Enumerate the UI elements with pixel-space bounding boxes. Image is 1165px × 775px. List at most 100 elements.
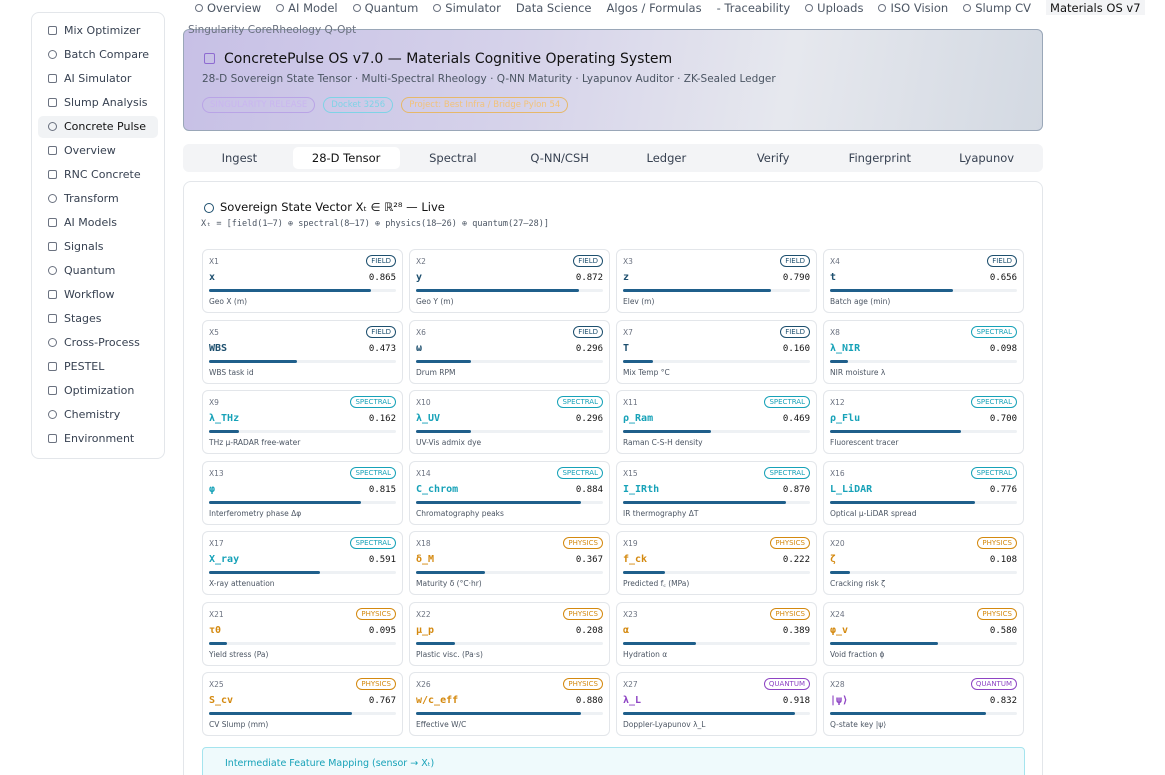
card-track xyxy=(209,571,396,574)
sidebar-item[interactable]: Cross-Process xyxy=(38,332,158,354)
card-value: 0.872 xyxy=(575,273,603,283)
tensor-card: X9 SPECTRAL λ_THz 0.162 THz μ-RADAR free-wat… xyxy=(202,390,403,454)
card-value: 0.162 xyxy=(368,414,396,424)
sidebar-icon xyxy=(48,122,57,131)
sidebar-icon xyxy=(48,362,57,371)
card-id: X9 xyxy=(209,398,219,407)
sidebar-item[interactable]: Transform xyxy=(38,188,158,210)
nav-tab[interactable]: AI Model xyxy=(276,0,338,15)
sidebar-item[interactable]: Chemistry xyxy=(38,404,158,426)
card-bar xyxy=(416,571,485,574)
card-bar xyxy=(830,500,976,504)
card-symbol: WBS xyxy=(209,342,228,354)
card-desc: Batch age (min) xyxy=(830,297,891,306)
sub-tab[interactable]: 28-D Tensor xyxy=(292,147,400,169)
card-tag: PHYSICS xyxy=(563,678,603,690)
card-tag: PHYSICS xyxy=(770,537,810,549)
card-symbol: φ_v xyxy=(830,624,849,636)
nav-tab[interactable]: - Traceability xyxy=(717,0,791,15)
card-tag: SPECTRAL xyxy=(350,396,396,408)
sidebar-item[interactable]: Slump Analysis xyxy=(38,92,158,114)
sidebar-item[interactable]: Mix Optimizer xyxy=(38,20,158,42)
card-desc: Yield stress (Pa) xyxy=(209,649,269,659)
breadcrumb: Singularity CoreRheology Q-Opt xyxy=(188,24,357,36)
tensor-card: X19 PHYSICS f_ck 0.222 Predicted f꜀ (MPa) xyxy=(616,531,817,595)
card-value: 0.108 xyxy=(989,555,1017,565)
card-track xyxy=(830,359,1017,363)
card-symbol: τ0 xyxy=(209,624,222,636)
sidebar-item[interactable]: Optimization xyxy=(38,380,158,402)
card-symbol: λ_THz xyxy=(209,413,240,424)
card-value: 0.790 xyxy=(782,273,810,283)
sidebar-item[interactable]: AI Models xyxy=(38,212,158,234)
nav-tab[interactable]: Uploads xyxy=(805,0,863,15)
header-subtitle: 28-D Sovereign State Tensor · Multi-Spec… xyxy=(202,73,776,85)
nav-tab[interactable]: Overview xyxy=(195,0,261,15)
card-track xyxy=(830,289,1017,292)
sidebar-item[interactable]: Quantum xyxy=(38,260,158,282)
tensor-card: X3 FIELD z 0.790 Elev (m) xyxy=(616,249,817,313)
nav-tab[interactable]: ISO Vision xyxy=(878,0,948,15)
card-value: 0.222 xyxy=(782,555,810,565)
panel-icon xyxy=(204,203,214,213)
card-symbol: z xyxy=(623,272,630,283)
header-badge: Docket 3256 xyxy=(323,97,394,113)
sidebar-item[interactable]: Signals xyxy=(38,236,158,258)
card-desc: Geo Y (m) xyxy=(416,297,454,306)
sidebar-item[interactable]: AI Simulator xyxy=(38,68,158,90)
sidebar-item[interactable]: Environment xyxy=(38,428,158,450)
card-id: X17 xyxy=(209,539,224,548)
nav-tab[interactable]: Slump CV xyxy=(963,0,1031,15)
nav-tab-label: Algos / Formulas xyxy=(606,0,702,15)
sub-tab[interactable]: Fingerprint xyxy=(848,151,912,165)
card-symbol: L_LiDAR xyxy=(830,483,873,495)
card-id: X19 xyxy=(623,539,638,548)
sub-tab[interactable]: Ledger xyxy=(646,151,687,165)
card-desc: X-ray attenuation xyxy=(209,579,275,588)
sidebar-item-label: Transform xyxy=(64,192,119,205)
card-tag: PHYSICS xyxy=(977,607,1017,620)
sidebar-item[interactable]: RNC Concrete xyxy=(38,164,158,186)
card-track xyxy=(830,500,1017,504)
nav-tab[interactable]: Simulator xyxy=(433,0,501,15)
sub-tab[interactable]: Verify xyxy=(756,151,790,165)
nav-tab[interactable]: Algos / Formulas xyxy=(607,0,702,15)
card-symbol: ρ_Flu xyxy=(830,413,861,424)
header: ConcretePulse OS v7.0 — Materials Cognit… xyxy=(183,29,1043,131)
card-bar xyxy=(623,500,786,504)
card-bar xyxy=(416,359,472,363)
card-track xyxy=(416,289,603,292)
card-desc: Chromatography peaks xyxy=(416,508,504,518)
card-desc: Raman C-S-H density xyxy=(623,438,703,447)
nav-tab[interactable]: Materials OS v7 xyxy=(1046,0,1145,15)
nav-tab[interactable]: Data Science xyxy=(516,0,592,15)
sidebar-item-label: RNC Concrete xyxy=(64,168,141,181)
tensor-card: X4 FIELD t 0.656 Batch age (min) xyxy=(823,249,1024,313)
sidebar-item[interactable]: Concrete Pulse xyxy=(38,116,158,138)
nav-tab-label: ISO Vision xyxy=(890,0,949,15)
sidebar-item[interactable]: Overview xyxy=(38,140,158,162)
sub-tab[interactable]: Ingest xyxy=(221,151,258,165)
tensor-card: X25 PHYSICS S_cv 0.767 CV Slump (mm) xyxy=(202,672,403,736)
feature-mapping-title[interactable]: Intermediate Feature Mapping (sensor → X… xyxy=(225,758,435,769)
sidebar-item[interactable]: PESTEL xyxy=(38,356,158,378)
sub-tab[interactable]: Lyapunov xyxy=(959,151,1015,165)
sidebar-icon xyxy=(48,242,57,251)
nav-icon xyxy=(276,3,285,12)
sidebar-item[interactable]: Batch Compare xyxy=(38,44,158,66)
card-bar xyxy=(623,571,665,574)
card-desc: Interferometry phase Δφ xyxy=(209,508,302,518)
card-tag: FIELD xyxy=(573,325,603,338)
sidebar-item[interactable]: Workflow xyxy=(38,284,158,306)
card-bar xyxy=(209,571,320,574)
sub-tab[interactable]: Spectral xyxy=(429,151,477,165)
card-tag: SPECTRAL xyxy=(557,396,603,408)
sub-tab[interactable]: Q-NN/CSH xyxy=(530,151,589,165)
nav-tab[interactable]: Quantum xyxy=(352,0,418,15)
card-symbol: ζ xyxy=(830,554,837,565)
card-track xyxy=(416,430,603,433)
sidebar-item[interactable]: Stages xyxy=(38,308,158,330)
card-bar xyxy=(416,430,472,433)
card-symbol: C_chrom xyxy=(416,483,459,495)
